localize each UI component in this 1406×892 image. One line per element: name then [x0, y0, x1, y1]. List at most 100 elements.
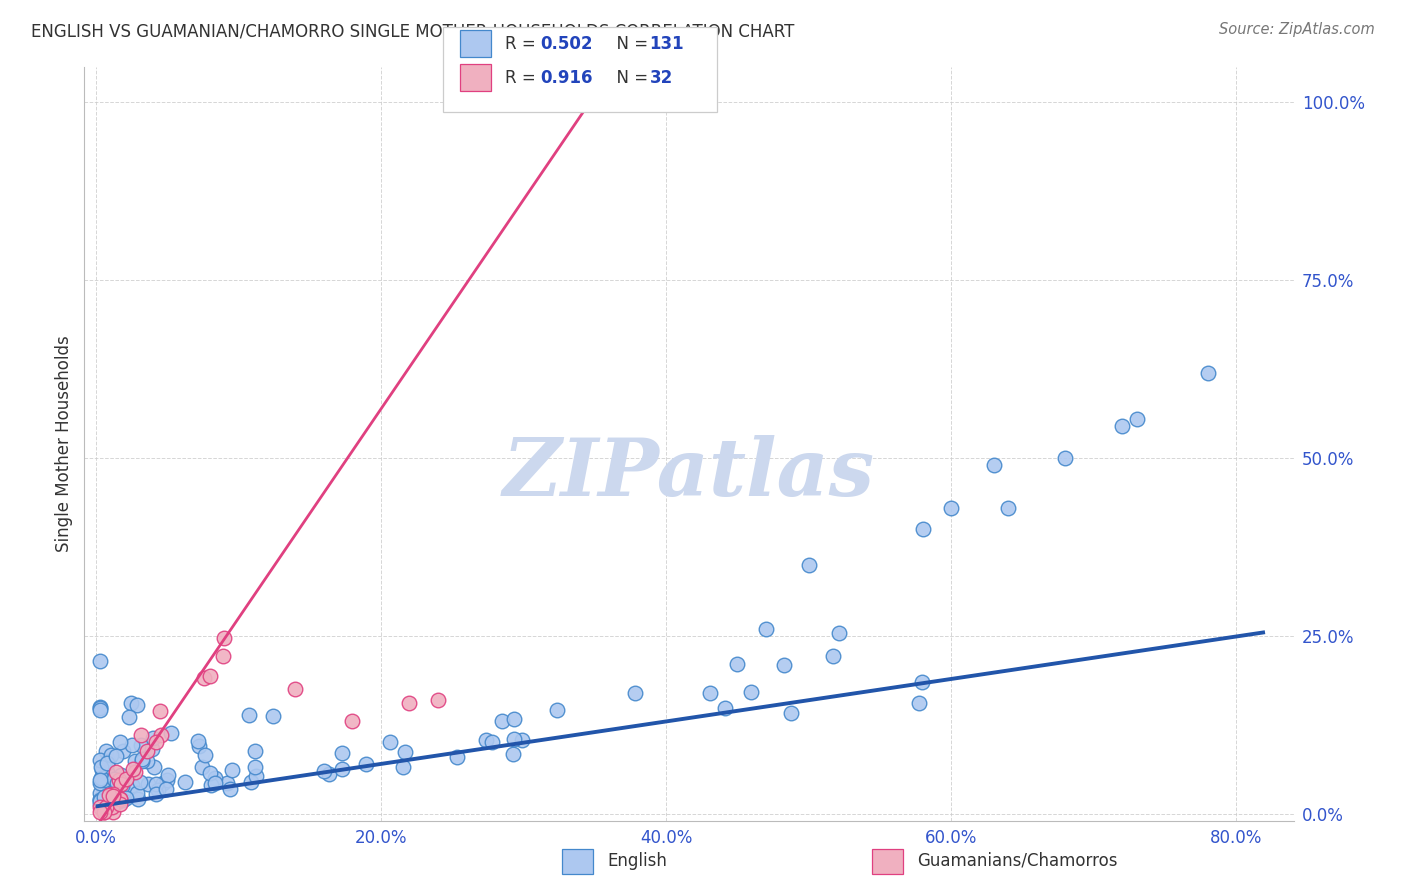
Point — [101, 800, 124, 814]
Point — [115, 772, 138, 787]
Text: ENGLISH VS GUAMANIAN/CHAMORRO SINGLE MOTHER HOUSEHOLDS CORRELATION CHART: ENGLISH VS GUAMANIAN/CHAMORRO SINGLE MOT… — [31, 22, 794, 40]
Point — [89, 800, 111, 814]
Point — [111, 779, 134, 793]
Point — [89, 794, 111, 808]
Point — [342, 714, 364, 728]
Text: ZIPatlas: ZIPatlas — [503, 435, 875, 513]
Point — [105, 765, 128, 780]
Point — [97, 788, 120, 802]
Point — [103, 785, 125, 799]
Point — [135, 744, 157, 758]
Point — [828, 626, 851, 640]
Point — [97, 754, 120, 768]
Point — [93, 805, 115, 819]
Point — [330, 746, 353, 760]
Point — [546, 703, 568, 717]
Point — [91, 763, 114, 777]
Point — [143, 760, 166, 774]
Point — [779, 706, 801, 720]
Point — [187, 734, 209, 748]
Point — [941, 500, 963, 515]
Point — [156, 772, 179, 787]
Point — [128, 775, 150, 789]
Point — [510, 733, 533, 747]
Point — [173, 775, 195, 789]
Point — [96, 800, 118, 814]
Point — [105, 776, 128, 790]
Point — [198, 669, 221, 683]
Point — [93, 805, 115, 819]
Point — [104, 748, 127, 763]
Point — [89, 703, 111, 717]
Point — [330, 762, 353, 776]
Point — [124, 754, 146, 768]
Text: 0.916: 0.916 — [540, 69, 592, 87]
Point — [104, 794, 127, 808]
Point — [155, 781, 177, 796]
Point — [284, 682, 307, 697]
Point — [394, 746, 416, 760]
Point — [725, 657, 748, 672]
Point — [107, 778, 129, 792]
Point — [149, 727, 172, 741]
Point — [212, 649, 235, 664]
Point — [89, 805, 111, 819]
Point — [131, 752, 153, 766]
Point — [89, 793, 111, 807]
Point — [112, 777, 135, 791]
Point — [1111, 419, 1133, 434]
Point — [115, 791, 138, 805]
Point — [481, 734, 503, 748]
Point — [96, 790, 118, 805]
Point — [101, 792, 124, 806]
Point — [502, 747, 524, 761]
Point — [89, 654, 111, 668]
Point — [427, 692, 450, 706]
Point — [93, 785, 115, 799]
Point — [110, 776, 132, 790]
Point — [89, 700, 111, 714]
Point — [120, 696, 142, 710]
Point — [89, 773, 111, 788]
Point — [101, 789, 124, 803]
Point — [103, 796, 125, 810]
Point — [90, 760, 112, 774]
Point — [121, 738, 143, 752]
Point — [136, 777, 159, 791]
Point — [96, 765, 118, 780]
Point — [111, 793, 134, 807]
Point — [98, 795, 121, 809]
Point — [94, 744, 117, 758]
Point — [103, 787, 125, 801]
Point — [821, 648, 844, 663]
Y-axis label: Single Mother Households: Single Mother Households — [55, 335, 73, 552]
Point — [97, 781, 120, 796]
Point — [911, 675, 934, 690]
Point — [103, 805, 125, 819]
Point — [124, 764, 146, 779]
Point — [108, 772, 131, 787]
Point — [110, 735, 132, 749]
Point — [378, 735, 401, 749]
Point — [194, 748, 217, 763]
Point — [773, 657, 796, 672]
Point — [100, 748, 122, 763]
Point — [127, 792, 149, 806]
Point — [103, 772, 125, 786]
Text: N =: N = — [606, 35, 654, 53]
Point — [108, 792, 131, 806]
Point — [97, 794, 120, 808]
Text: R =: R = — [505, 35, 541, 53]
Point — [129, 738, 152, 752]
Text: Guamanians/Chamorros: Guamanians/Chamorros — [917, 852, 1118, 870]
Point — [446, 750, 468, 764]
Point — [219, 782, 242, 797]
Point — [245, 769, 267, 783]
Point — [239, 775, 262, 789]
Point — [740, 685, 762, 699]
Point — [112, 744, 135, 758]
Point — [110, 797, 132, 812]
Point — [392, 760, 415, 774]
Point — [714, 700, 737, 714]
Point — [398, 696, 420, 710]
